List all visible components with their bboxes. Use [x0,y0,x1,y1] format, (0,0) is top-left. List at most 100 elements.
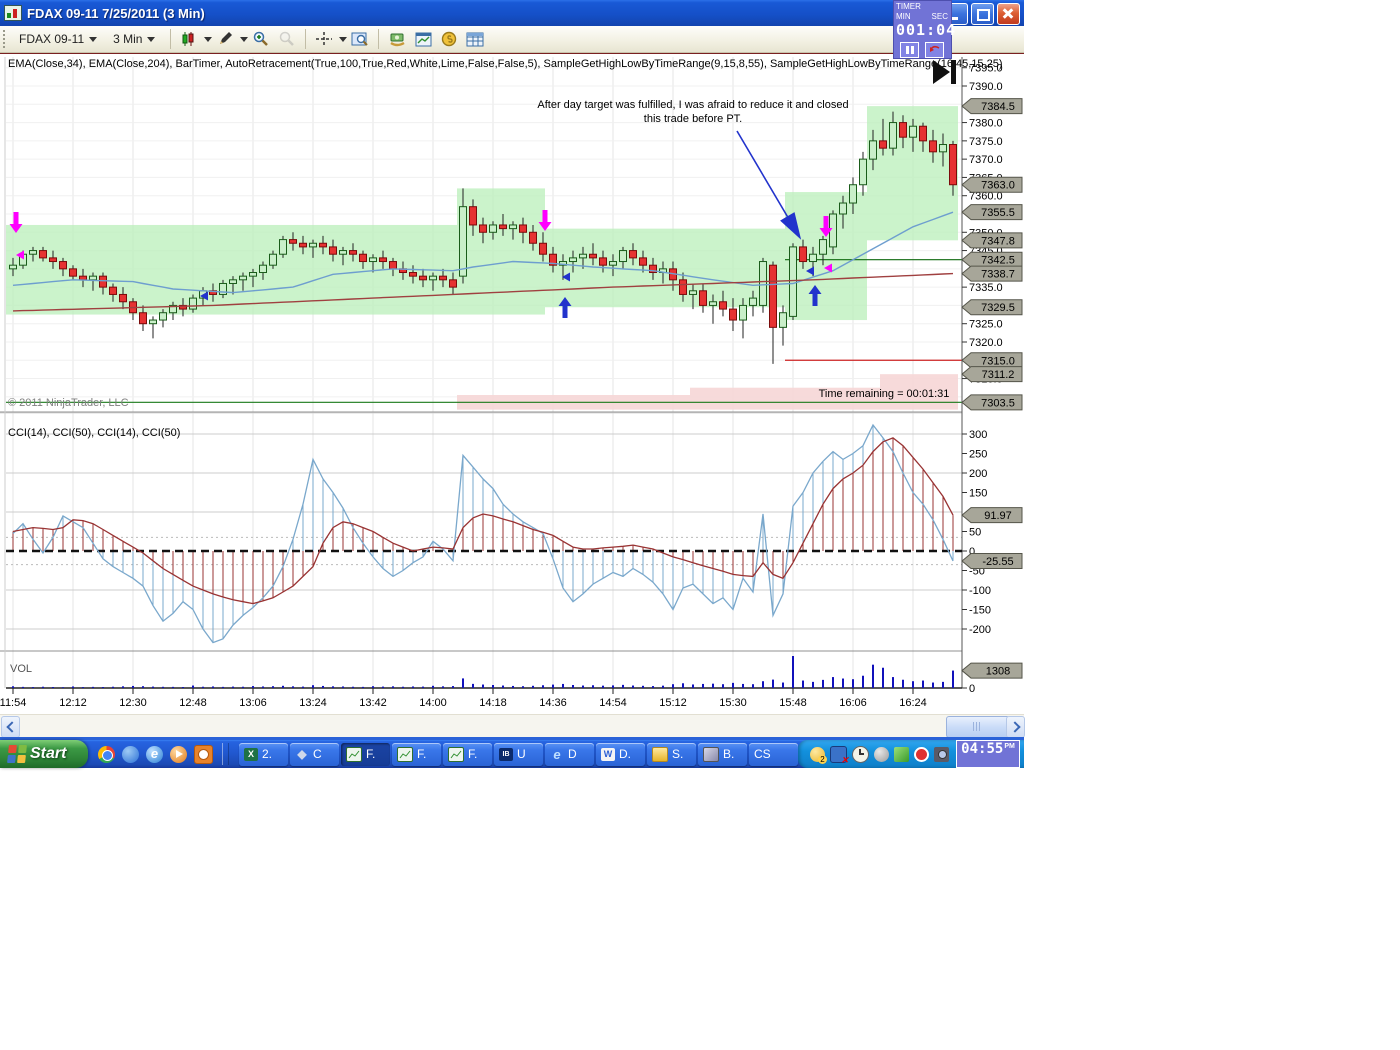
taskbar-clock[interactable]: 04:55 PM [956,740,1020,768]
price-tag [961,232,1023,249]
annotation-arrow-line [736,130,794,227]
timer-reset-button[interactable] [925,42,944,58]
svg-text:14:54: 14:54 [599,697,627,709]
toolbar-grip[interactable] [3,30,8,48]
candlestick-icon [182,32,194,46]
word-icon: W [601,747,615,761]
media-player-icon[interactable] [170,745,187,763]
candle [449,279,457,288]
task-button-label: U [517,747,526,761]
svg-text:7311.2: 7311.2 [982,369,1015,381]
sell-arrow-icon [819,216,833,237]
tray-downloader-icon[interactable]: 2 [810,746,827,764]
timer-pause-button[interactable] [900,42,919,58]
task-button-excel[interactable]: X 2. [239,742,288,766]
task-button-paint[interactable]: B. [698,742,747,766]
zoom-in-icon [254,31,269,46]
candle [859,158,867,186]
svg-text:-100: -100 [969,585,991,597]
task-button-label: D. [619,747,631,761]
start-button[interactable]: Start [0,740,88,768]
time-axis: 11:54 12:12 12:30 12:48 13:06 13:24 13:42 14:00… [0,688,927,709]
instrument-manager-button[interactable] [437,28,461,50]
candle [649,264,657,274]
zoom-in-button[interactable] [249,28,273,50]
candle [239,275,247,281]
svg-text:7329.5: 7329.5 [981,302,1015,314]
draw-tool-button[interactable] [213,28,237,50]
chevron-down-icon[interactable] [240,36,249,42]
candle [769,264,777,328]
task-button-folder[interactable]: S. [647,742,696,766]
candle [729,308,737,321]
crosshair-button[interactable] [312,28,336,50]
chrome-icon[interactable] [98,745,115,763]
restore-button[interactable] [971,3,994,25]
close-button[interactable] [997,3,1020,25]
title-bar[interactable]: FDAX 09-11 7/25/2011 (3 Min) [0,0,1024,26]
candle [799,246,807,263]
signal-markers [9,210,833,318]
chart-style-button[interactable] [177,28,201,50]
task-button-diamond[interactable]: ◆ C [290,742,339,766]
strategy-button[interactable] [385,28,409,50]
svg-text:12:12: 12:12 [59,697,87,709]
timer-title: TIMER [896,2,921,11]
taskbar-divider [222,743,229,765]
candle [299,242,307,248]
instrument-select[interactable]: FDAX 09-11 [13,30,103,48]
candle [689,290,697,295]
task-button-label: F. [366,747,376,761]
candle [49,257,57,263]
svg-text:12:48: 12:48 [179,697,207,709]
zoom-window-button[interactable] [348,28,372,50]
task-button-label: F. [417,747,427,761]
task-button-chart[interactable]: F. [443,742,492,766]
new-chart-button[interactable] [411,28,435,50]
pink-band [690,387,880,410]
tray-camera-icon[interactable] [934,746,949,762]
tray-volume-icon[interactable] [874,746,889,762]
svg-text:-25.55: -25.55 [982,556,1013,568]
data-grid-button[interactable] [463,28,487,50]
play-icon [933,60,950,84]
scroll-right-button[interactable] [1006,716,1025,738]
task-button-chart[interactable]: F. [392,742,441,766]
interval-select[interactable]: 3 Min [107,30,161,48]
candle [429,275,437,281]
timer-app-icon[interactable] [194,744,213,764]
svg-text:13:42: 13:42 [359,697,387,709]
task-button-word[interactable]: W D. [596,742,645,766]
candle [149,319,157,325]
task-button-label: D [568,747,577,761]
candle [499,224,507,230]
candle [519,224,527,233]
tray-recorder-icon[interactable] [914,746,929,762]
chart-area[interactable]: 7395.07390.07380.07375.07370.07365.07360… [0,54,1024,714]
chevron-down-icon[interactable] [339,36,348,42]
svg-text:50: 50 [969,527,981,539]
tray-clock-icon[interactable] [852,745,869,763]
horizontal-scrollbar[interactable] [0,714,1025,738]
task-button-chart[interactable]: F. [341,742,390,766]
internet-explorer-icon[interactable]: e [146,745,163,763]
task-button-ib[interactable]: IB U [494,742,543,766]
candle [919,125,927,142]
messenger-icon[interactable] [122,745,139,763]
window-frame-bottom [0,737,1024,740]
candle [9,264,17,270]
candle [309,242,317,248]
task-button-none[interactable]: CS [749,742,798,766]
chevron-down-icon[interactable] [204,36,213,42]
candle [539,242,547,255]
tray-network-error-icon[interactable]: ✕ [830,745,849,764]
scroll-left-button[interactable] [1,716,20,738]
scrollbar-thumb[interactable] [946,716,1010,738]
svg-text:12:30: 12:30 [119,697,147,709]
zoom-out-button[interactable] [275,28,299,50]
tray-update-icon[interactable] [894,746,909,762]
blue-marker-icon [200,291,208,301]
